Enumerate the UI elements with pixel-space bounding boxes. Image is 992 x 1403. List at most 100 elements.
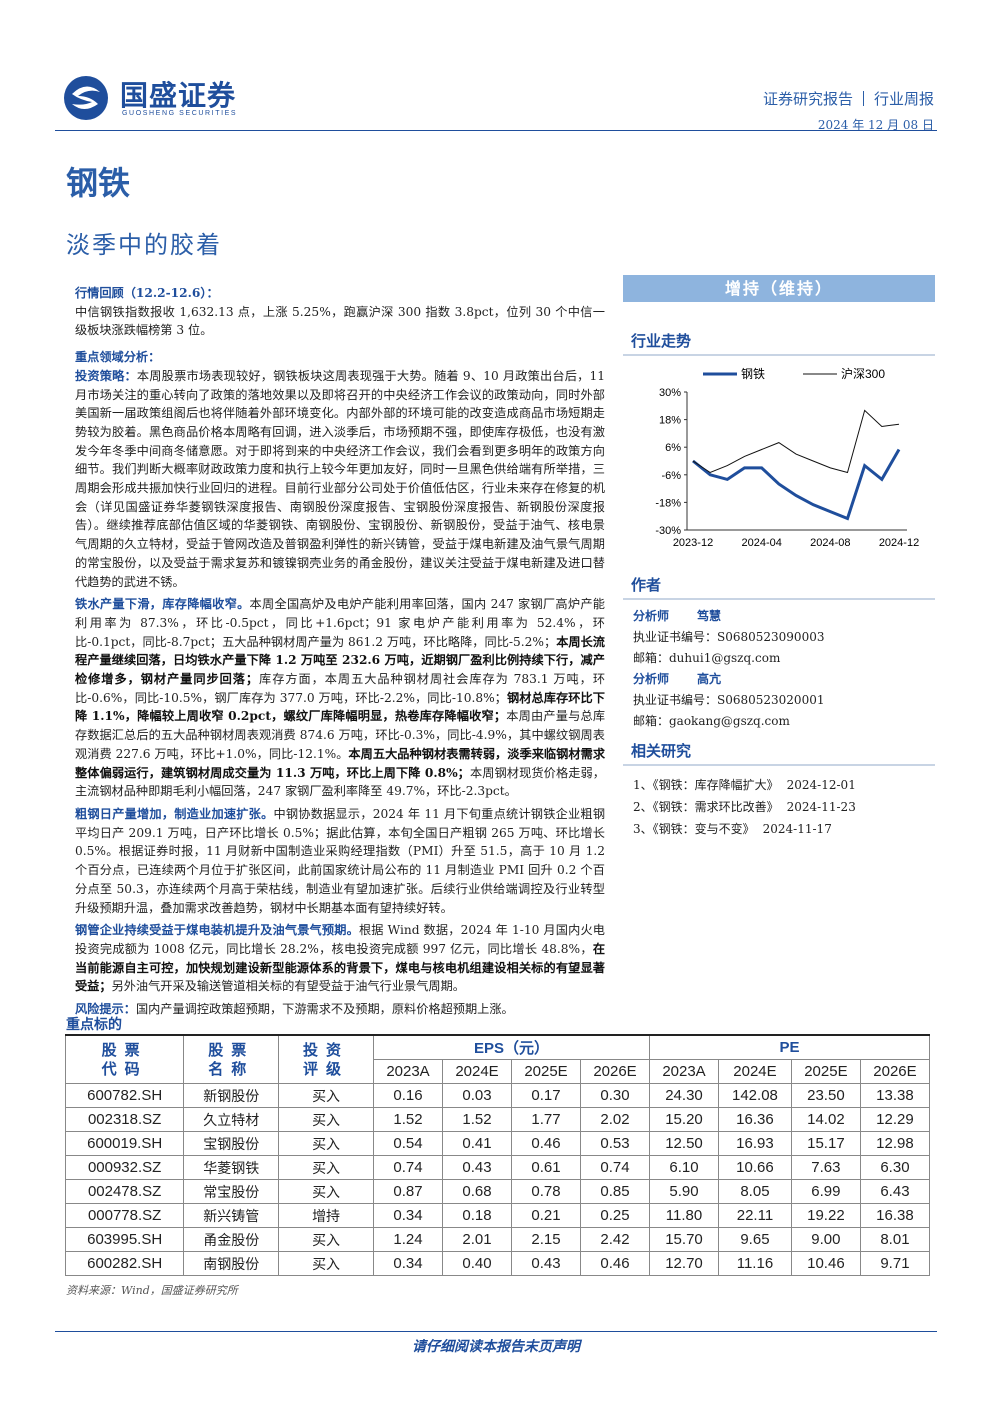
table: 股票代码 股票名称 投资评级 EPS（元） PE 2023A 2024E 2025E 2026E… — [64, 1034, 931, 1276]
cell: 12.70 — [649, 1251, 719, 1276]
related-date: 2024-12-01 — [786, 778, 856, 792]
cell: 0.53 — [580, 1131, 650, 1156]
cell: 0.21 — [511, 1203, 581, 1228]
chart: 30% 18% 6% -6% -18% -30%2023-12 2024-04 2024-08… — [655, 367, 919, 549]
cell: 16.36 — [718, 1107, 792, 1132]
y-tick-label: 30% — [659, 387, 681, 399]
cell: 华菱钢铁 — [183, 1155, 280, 1180]
header-cell: 股票名称 — [183, 1034, 280, 1084]
cell: 0.43 — [442, 1155, 512, 1180]
section-heading: 行情回顾（12.2-12.6）： — [75, 286, 219, 300]
cell: 2.01 — [442, 1227, 512, 1252]
cell: 8.01 — [859, 1227, 931, 1252]
legend-label: 钢铁 — [741, 367, 765, 381]
cell: 1.52 — [373, 1107, 443, 1132]
related-title: 1、《钢铁：库存降幅扩大》 — [633, 778, 779, 792]
cell: 15.70 — [649, 1227, 719, 1252]
year-cell: 2024E — [442, 1059, 512, 1084]
text-run: 国内产量调控政策超预期，下游需求不及预期，原料价格超预期上涨。 — [135, 1002, 514, 1017]
y-tick-label: -6% — [661, 470, 681, 482]
cell: 15.17 — [790, 1131, 861, 1156]
cell: 常宝股份 — [183, 1179, 280, 1204]
main-text: 行情回顾（12.2-12.6）： 中信钢铁指数报收 1,632.13 点，上涨 5… — [75, 276, 605, 1023]
cell: 1.52 — [442, 1107, 512, 1132]
rule — [55, 130, 937, 131]
paragraph: 投资策略：本周股票市场表现较好，钢铁板块这周表现强于大势。随着 9、10 月政策… — [75, 367, 605, 591]
cell: 13.38 — [859, 1083, 931, 1108]
analysts: 分析师 笃慧执业证书编号：S0680523090003 邮箱：duhui1@gszq… — [623, 606, 935, 732]
data-row: 000778.SZ 新兴铸管 增持 0.34 0.18 0.21 0.25 11.80 22.1… — [64, 1203, 931, 1228]
rating: 增持（维持） — [623, 275, 935, 302]
table-title: 重点标的 — [66, 1017, 122, 1033]
header-cell: 投资评级 — [278, 1034, 374, 1084]
report-type-text: 证券研究报告 — [762, 90, 853, 108]
company: 国盛证券 — [120, 79, 237, 112]
cell: 0.46 — [580, 1251, 650, 1276]
cell: 0.68 — [442, 1179, 512, 1204]
sidebar: 增持（维持） 行业走势 30% 18% 6% -6% -18% -30% 2023-12 20… — [623, 275, 935, 840]
cell: 0.34 — [373, 1203, 443, 1228]
cell: 1.24 — [373, 1227, 443, 1252]
analyst-name: 笃慧 — [697, 609, 722, 623]
header-cell: EPS（元） — [373, 1034, 650, 1060]
header-text: 股票代码 — [101, 1040, 148, 1078]
cell: 0.74 — [373, 1155, 443, 1180]
cell: 1.77 — [511, 1107, 581, 1132]
text-run: 钢管企业持续受益于煤电装机提升及油气景气预期。 — [75, 923, 359, 938]
rule — [55, 1331, 937, 1332]
related-date: 2024-11-23 — [786, 800, 856, 814]
data-row: 600282.SH 南钢股份 买入 0.34 0.40 0.43 0.46 12.70 11.1… — [64, 1251, 931, 1276]
analyst-cert: 执业证书编号：S0680523020001 — [633, 693, 825, 707]
text-run: 本周五大品种钢材表需转弱，淡季来临钢材需求整体偏弱运行，建筑钢材周成交量为 11… — [75, 746, 606, 780]
analyst: 分析师 笃慧 — [623, 606, 935, 627]
cell: 600782.SH — [64, 1083, 185, 1108]
y-tick-label: 6% — [665, 442, 681, 454]
cell: 11.16 — [718, 1251, 792, 1276]
cell: 0.17 — [511, 1083, 581, 1108]
cell: 6.30 — [859, 1155, 931, 1180]
cell: 买入 — [278, 1179, 374, 1204]
cell: 0.85 — [580, 1179, 650, 1204]
cell: 000932.SZ — [64, 1155, 185, 1180]
cell: 15.20 — [649, 1107, 719, 1132]
year-cell: 2023A — [373, 1059, 443, 1084]
analyst-email: 邮箱：duhui1@gszq.com — [633, 651, 781, 665]
text-run: 另外油气开采及输送管道相关标的有望受益于油气行业景气周期。 — [111, 979, 465, 994]
x-tick-label: 2024-12 — [879, 537, 919, 549]
paragraph: 钢管企业持续受益于煤电装机提升及油气景气预期。根据 Wind 数据，2024 年… — [75, 921, 605, 996]
related-date: 2024-11-17 — [762, 822, 832, 836]
section-heading: 重点领域分析： — [75, 350, 161, 365]
analyst-cert: 执业证书编号：S0680523090003 — [633, 630, 825, 644]
cell: 22.11 — [718, 1203, 792, 1228]
cell: 买入 — [278, 1227, 374, 1252]
footer: 请仔细阅读本报告末页声明 — [412, 1339, 580, 1355]
report-type: 证券研究报告 行业周报 — [763, 88, 934, 109]
cell: 宝钢股份 — [183, 1131, 280, 1156]
cell: 10.66 — [718, 1155, 792, 1180]
cell: 新钢股份 — [183, 1083, 280, 1108]
cell: 增持 — [278, 1203, 374, 1228]
cell: 买入 — [278, 1107, 374, 1132]
data-row: 002478.SZ 常宝股份 买入 0.87 0.68 0.78 0.85 5.90 8.05 6… — [64, 1179, 931, 1204]
header-row: 股票代码 股票名称 投资评级 EPS（元） PE — [64, 1034, 930, 1084]
source: 资料来源：Wind，国盛证券研究所 — [66, 1284, 238, 1297]
text-run: 钢材总库存环比下降 1.1%，降幅较上周收窄 0.2pct，螺纹厂库降幅明显，热… — [75, 690, 605, 724]
text-run: 库存方面，本周五大品种钢材周社会库存为 783.1 万吨，环比-0.6%，同比-… — [75, 672, 606, 705]
cell: 买入 — [278, 1131, 374, 1156]
year-cell: 2026E — [859, 1059, 931, 1084]
data-row: 603995.SH 甬金股份 买入 1.24 2.01 2.15 2.42 15.70 9.65… — [64, 1227, 931, 1252]
cell: 12.98 — [859, 1131, 931, 1156]
analyst: 分析师 高亢 — [623, 669, 935, 690]
text-run: 本周股票市场表现较好，钢铁板块这周表现强于大势。随着 9、10 月政策出台后，1… — [75, 368, 606, 589]
related-list: 1、《钢铁：库存降幅扩大》 2024-12-01 2、《钢铁：需求环比改善》 2024… — [623, 774, 935, 840]
cell: 16.93 — [718, 1131, 792, 1156]
cell: 603995.SH — [64, 1227, 185, 1252]
cell: 0.54 — [373, 1131, 443, 1156]
cell: 0.74 — [580, 1155, 650, 1180]
cell: 甬金股份 — [183, 1227, 280, 1252]
cell: 9.00 — [790, 1227, 861, 1252]
cell: 11.80 — [649, 1203, 719, 1228]
cell: 0.41 — [442, 1131, 512, 1156]
cell: 买入 — [278, 1083, 374, 1108]
